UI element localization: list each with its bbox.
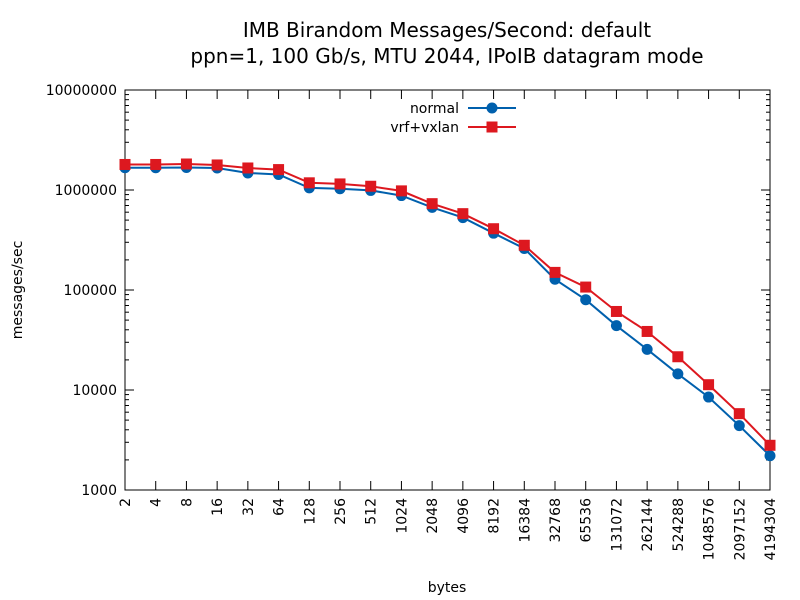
chart-title: IMB Birandom Messages/Second: default	[243, 18, 651, 42]
chart-subtitle: ppn=1, 100 Gb/s, MTU 2044, IPoIB datagra…	[190, 44, 703, 68]
y-tick-label: 1000	[81, 483, 117, 499]
x-tick-label: 4096	[456, 498, 472, 534]
series-line-0	[125, 166, 771, 457]
data-point-vrf-vxlan	[426, 198, 438, 210]
y-tick-label: 10000000	[46, 83, 117, 99]
legend-marker-normal	[486, 102, 498, 114]
y-tick-label: 1000000	[55, 183, 117, 199]
y-axis: 1000 10000 100000 1000000 10000000	[46, 83, 770, 499]
x-tick-label: 8	[179, 498, 195, 507]
data-point-vrf-vxlan	[518, 239, 530, 251]
x-tick-label: 524288	[671, 498, 687, 551]
x-tick-label: 65536	[579, 498, 595, 543]
x-tick-label: 32768	[548, 498, 564, 543]
data-point-vrf-vxlan	[549, 266, 561, 278]
data-point-normal	[610, 320, 622, 332]
data-point-normal	[580, 294, 592, 306]
data-point-vrf-vxlan	[334, 178, 346, 190]
data-point-vrf-vxlan	[119, 158, 131, 170]
data-point-vrf-vxlan	[580, 281, 592, 293]
x-tick-label: 1048576	[702, 498, 718, 560]
y-tick-label: 100000	[64, 283, 117, 299]
data-point-vrf-vxlan	[764, 439, 776, 451]
x-tick-label: 131072	[609, 498, 625, 551]
data-point-vrf-vxlan	[610, 305, 622, 317]
x-tick-label: 2097152	[732, 498, 748, 560]
x-tick-label: 512	[364, 498, 380, 525]
x-tick-label: 4	[149, 498, 165, 507]
data-point-vrf-vxlan	[641, 325, 653, 337]
x-tick-label: 256	[333, 498, 349, 525]
data-point-vrf-vxlan	[273, 164, 285, 176]
data-point-vrf-vxlan	[365, 180, 377, 192]
x-tick-label: 128	[302, 498, 318, 525]
data-point-normal	[641, 343, 653, 355]
x-tick-label: 16	[210, 498, 226, 516]
data-point-normal	[672, 368, 684, 380]
legend-marker-vrf-vxlan	[486, 121, 498, 133]
plot-border	[124, 89, 771, 491]
series-line-1	[125, 162, 771, 446]
legend-label-normal: normal	[410, 101, 459, 117]
data-point-vrf-vxlan	[733, 408, 745, 420]
data-point-vrf-vxlan	[672, 351, 684, 363]
data-point-vrf-vxlan	[457, 208, 469, 220]
x-axis: 2 4 8 16 32 64 128 256 512 1024 2048 4096 8192 16384 3…	[118, 90, 779, 560]
data-point-vrf-vxlan	[303, 177, 315, 189]
x-tick-label: 32	[241, 498, 257, 516]
data-point-vrf-vxlan	[211, 159, 223, 171]
data-point-vrf-vxlan	[180, 158, 192, 170]
series-layer	[119, 158, 776, 462]
data-point-vrf-vxlan	[703, 379, 715, 391]
data-point-normal	[703, 391, 715, 403]
data-point-vrf-vxlan	[488, 223, 500, 235]
x-tick-label: 262144	[640, 498, 656, 552]
data-point-vrf-vxlan	[242, 162, 254, 174]
x-tick-label: 64	[272, 498, 288, 516]
x-tick-label: 16384	[517, 498, 533, 543]
data-point-vrf-vxlan	[150, 158, 162, 170]
x-tick-label: 2	[118, 498, 134, 507]
x-tick-label: 1024	[394, 498, 410, 534]
data-point-normal	[733, 420, 745, 432]
x-tick-label: 8192	[487, 498, 503, 534]
y-axis-label: messages/sec	[10, 241, 26, 340]
legend: normal vrf+vxlan	[390, 101, 516, 136]
x-tick-label: 2048	[425, 498, 441, 534]
data-point-vrf-vxlan	[395, 185, 407, 197]
x-axis-label: bytes	[428, 580, 467, 596]
data-point-normal	[764, 450, 776, 462]
legend-label-vrf-vxlan: vrf+vxlan	[390, 120, 459, 136]
y-tick-label: 10000	[72, 383, 117, 399]
x-tick-label: 4194304	[763, 498, 779, 560]
